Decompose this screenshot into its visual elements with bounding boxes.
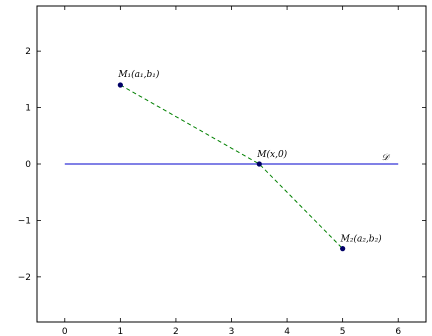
x-tick-label-0: 0 [62,327,68,336]
series-line-1 [120,84,343,249]
y-tick-label-3: 1 [25,104,31,114]
x-tick-label-6: 6 [395,327,401,336]
x-tick-label-1: 1 [117,327,123,336]
y-tick-label-1: −1 [18,216,31,226]
x-tick-label-3: 3 [229,327,235,336]
y-tick-label-2: 0 [25,160,31,170]
x-tick-label-5: 5 [340,327,346,336]
y-tick-label-0: −2 [18,273,31,283]
annotation-0: M₁(a₁,b₁) [117,69,160,80]
plot-area: 0 1 2 3 4 5 6 −2 −1 0 1 2 M₁(a₁,b₁) M(x,0) M₂(a₂,b₂) 𝒟 [18,5,427,336]
annotation-3: 𝒟 [382,153,391,163]
annotation-1: M(x,0) [256,149,287,160]
annotation-2: M₂(a₂,b₂) [340,234,383,245]
x-tick-label-4: 4 [284,327,290,336]
y-tick-label-4: 2 [25,47,31,57]
data-point-1 [256,161,262,167]
data-point-0 [117,82,123,88]
x-tick-label-2: 2 [173,327,179,336]
data-point-2 [340,246,346,252]
